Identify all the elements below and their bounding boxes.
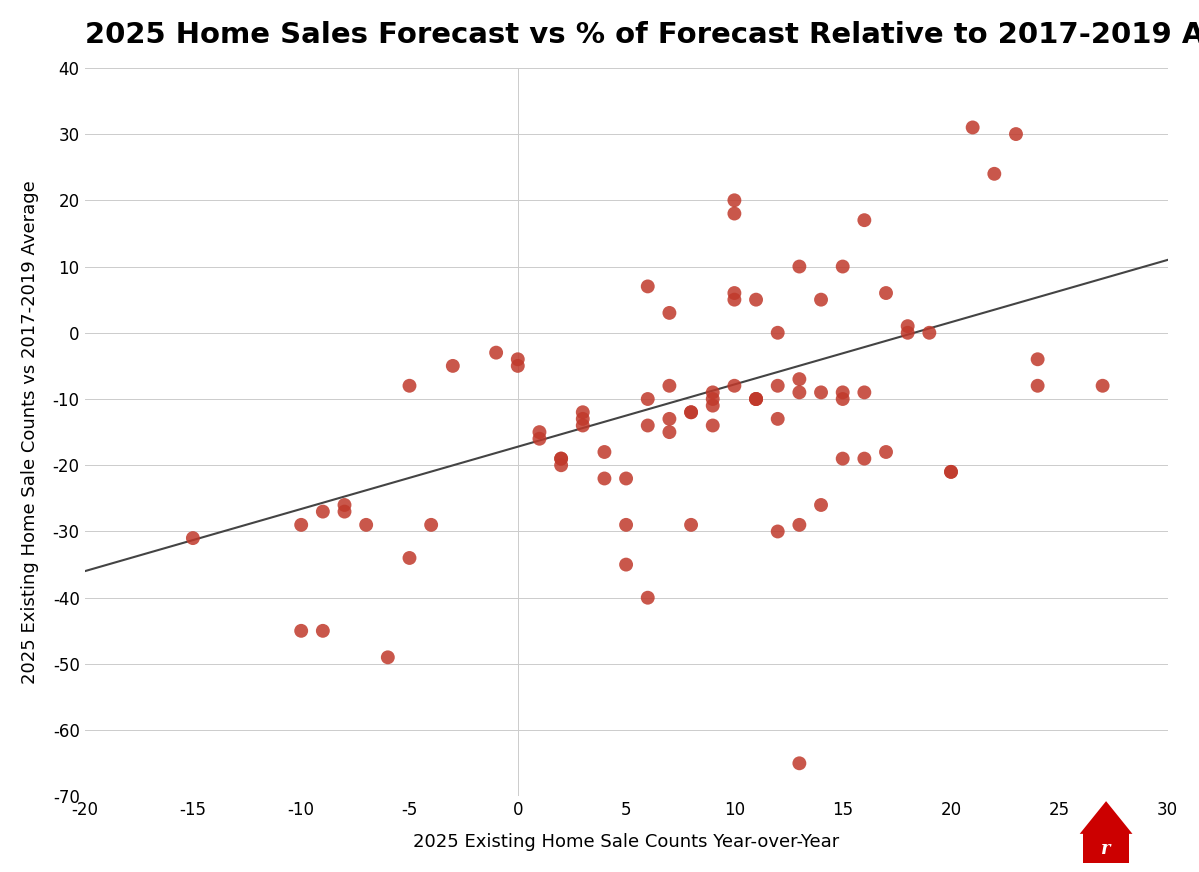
Point (747, 392, 766, 406)
Point (898, 319, 917, 333)
Point (616, 472, 635, 486)
Point (963, 120, 982, 134)
Point (790, 372, 809, 386)
Point (941, 465, 960, 479)
Point (769, 524, 788, 538)
Point (422, 518, 441, 532)
Point (659, 378, 679, 392)
Point (335, 498, 354, 512)
Point (747, 392, 766, 406)
Point (508, 359, 528, 373)
Point (725, 293, 745, 307)
Point (552, 452, 571, 466)
Point (876, 286, 896, 300)
Point (616, 557, 635, 571)
Point (573, 419, 592, 433)
Point (573, 405, 592, 419)
Point (833, 385, 852, 399)
Point (703, 392, 722, 406)
Point (573, 412, 592, 426)
Point (659, 426, 679, 439)
Point (1028, 378, 1047, 392)
Point (659, 306, 679, 320)
Point (335, 505, 354, 519)
Point (812, 293, 831, 307)
Point (812, 498, 831, 512)
Point (681, 405, 700, 419)
Point (681, 518, 700, 532)
Point (920, 326, 939, 340)
Text: 2025 Home Sales Forecast vs % of Forecast Relative to 2017-2019 Average: 2025 Home Sales Forecast vs % of Forecas… (85, 21, 1199, 49)
Point (769, 326, 788, 340)
Point (1093, 378, 1113, 392)
Point (313, 623, 332, 637)
Point (183, 531, 203, 545)
Text: r: r (1102, 840, 1110, 858)
Point (616, 518, 635, 532)
Y-axis label: 2025 Existing Home Sale Counts vs 2017-2019 Average: 2025 Existing Home Sale Counts vs 2017-2… (20, 181, 38, 684)
Point (855, 213, 874, 227)
Point (812, 385, 831, 399)
Point (595, 445, 614, 459)
Point (725, 207, 745, 221)
Point (790, 756, 809, 770)
Point (725, 378, 745, 392)
Point (703, 419, 722, 433)
Point (291, 518, 311, 532)
X-axis label: 2025 Existing Home Sale Counts Year-over-Year: 2025 Existing Home Sale Counts Year-over… (412, 833, 839, 851)
Point (356, 518, 375, 532)
Point (790, 260, 809, 274)
Point (769, 378, 788, 392)
Point (790, 385, 809, 399)
Point (703, 385, 722, 399)
Point (530, 426, 549, 439)
Point (898, 326, 917, 340)
Polygon shape (1079, 801, 1133, 834)
Point (400, 378, 420, 392)
Point (638, 392, 657, 406)
Point (703, 399, 722, 412)
Point (833, 452, 852, 466)
Point (444, 359, 463, 373)
Point (725, 194, 745, 208)
Polygon shape (1083, 832, 1129, 863)
Point (313, 505, 332, 519)
Point (487, 345, 506, 359)
Point (833, 260, 852, 274)
Point (833, 392, 852, 406)
Point (855, 452, 874, 466)
Point (1006, 127, 1025, 141)
Point (941, 465, 960, 479)
Point (681, 405, 700, 419)
Point (876, 445, 896, 459)
Point (1028, 352, 1047, 366)
Point (984, 167, 1004, 181)
Point (790, 518, 809, 532)
Point (378, 651, 397, 664)
Point (747, 293, 766, 307)
Point (552, 459, 571, 473)
Point (530, 432, 549, 446)
Point (638, 279, 657, 293)
Point (638, 419, 657, 433)
Point (855, 385, 874, 399)
Point (552, 452, 571, 466)
Point (508, 352, 528, 366)
Point (400, 551, 420, 565)
Point (725, 286, 745, 300)
Point (769, 412, 788, 426)
Point (291, 623, 311, 637)
Point (595, 472, 614, 486)
Point (747, 392, 766, 406)
Point (638, 590, 657, 604)
Point (659, 412, 679, 426)
